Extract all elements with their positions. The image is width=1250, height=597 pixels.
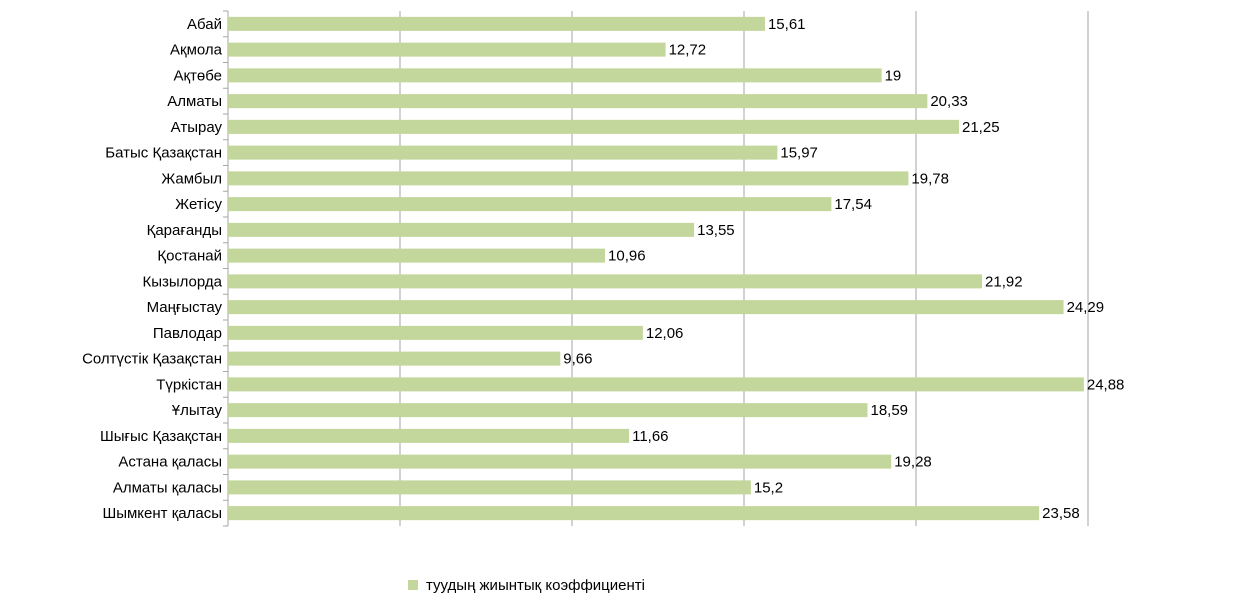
y-tick-label: Алматы	[167, 93, 222, 110]
y-tick-label: Солтүстік Қазақстан	[82, 351, 222, 368]
data-label: 21,25	[962, 119, 1000, 136]
bar	[228, 171, 909, 186]
bar	[228, 197, 832, 212]
data-label: 11,66	[632, 428, 668, 445]
bar	[228, 222, 695, 237]
data-label: 19,28	[894, 454, 932, 471]
y-tick-label: Абай	[187, 16, 222, 33]
bar	[228, 119, 959, 134]
legend-label: туудың жиынтық коэффициенті	[426, 577, 645, 594]
data-label: 15,61	[768, 16, 806, 33]
y-tick-label: Шығыс Қазақстан	[100, 428, 222, 445]
bar	[228, 42, 666, 57]
data-label: 23,58	[1042, 505, 1080, 522]
bar	[228, 428, 630, 443]
data-label: 24,88	[1087, 376, 1125, 393]
bar	[228, 274, 983, 289]
y-tick-label: Кызылорда	[142, 273, 222, 290]
y-tick-label: Қарағанды	[147, 222, 222, 239]
data-label: 17,54	[834, 196, 872, 213]
bar	[228, 248, 606, 263]
y-tick-label: Ақмола	[170, 42, 223, 59]
data-label: 20,33	[930, 93, 968, 110]
y-tick-label: Атырау	[171, 119, 223, 136]
data-label: 24,29	[1067, 299, 1105, 316]
legend-swatch	[408, 580, 418, 590]
y-tick-label: Астана қаласы	[118, 454, 222, 471]
data-label: 15,97	[780, 145, 818, 162]
y-tick-label: Маңғыстау	[147, 299, 223, 316]
y-tick-label: Алматы қаласы	[113, 479, 222, 496]
bar	[228, 480, 751, 495]
y-tick-label: Ақтөбе	[173, 67, 222, 84]
data-label: 21,92	[985, 273, 1023, 290]
bar	[228, 403, 868, 418]
data-label: 12,06	[646, 325, 684, 342]
bar	[228, 145, 778, 160]
bar	[228, 377, 1084, 392]
y-tick-label: Жамбыл	[161, 170, 222, 187]
data-label: 9,66	[563, 351, 592, 368]
bar	[228, 68, 882, 83]
y-tick-label: Шымкент қаласы	[102, 505, 222, 522]
data-label: 12,72	[669, 42, 707, 59]
data-label: 19,78	[911, 170, 949, 187]
data-label: 13,55	[697, 222, 735, 239]
y-tick-label: Түркістан	[156, 376, 222, 393]
bar	[228, 506, 1040, 521]
bar	[228, 325, 643, 340]
y-tick-label: Ұлытау	[172, 402, 223, 419]
bar	[228, 351, 561, 366]
bar	[228, 300, 1064, 315]
y-tick-label: Қостанай	[157, 248, 222, 265]
bar	[228, 454, 892, 469]
bar	[228, 94, 928, 109]
data-label: 19	[885, 67, 902, 84]
data-label: 10,96	[608, 248, 646, 265]
data-label: 18,59	[870, 402, 908, 419]
y-tick-label: Батыс Қазақстан	[105, 145, 222, 162]
y-tick-label: Жетісу	[175, 196, 222, 213]
y-tick-label: Павлодар	[153, 325, 222, 342]
bar	[228, 16, 765, 31]
data-label: 15,2	[754, 479, 783, 496]
